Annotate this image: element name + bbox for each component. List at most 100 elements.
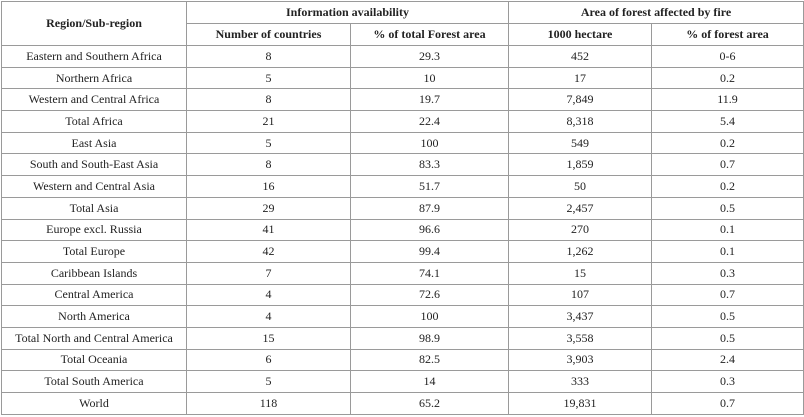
value-cell: 0.5 — [651, 305, 804, 328]
value-cell: 4 — [186, 305, 351, 328]
value-cell: 99.4 — [349, 240, 510, 263]
value-cell: 118 — [186, 392, 351, 415]
table-header: Region/Sub-region Information availabili… — [1, 1, 804, 46]
value-cell: 1,859 — [508, 153, 653, 177]
value-cell: 0.5 — [651, 326, 804, 350]
region-cell: Western and Central Africa — [1, 88, 187, 112]
table-row: Total North and Central America 15 98.9 3,5… — [1, 326, 804, 350]
value-cell: 270 — [508, 218, 653, 242]
value-cell: 8,318 — [508, 110, 653, 133]
region-cell: Total Asia — [1, 196, 187, 220]
value-cell: 3,903 — [508, 348, 653, 372]
table-row: South and South-East Asia 8 83.3 1,859 0.7 — [1, 153, 804, 177]
value-cell: 11.9 — [651, 88, 804, 112]
value-cell: 7 — [186, 261, 351, 285]
value-cell: 0-6 — [651, 45, 804, 68]
region-cell: Total Oceania — [1, 348, 187, 372]
table-row: Total Oceania 6 82.5 3,903 2.4 — [1, 348, 804, 372]
header-row: Number of countries % of total Forest ar… — [2, 23, 804, 46]
value-cell: 100 — [349, 131, 510, 155]
value-cell: 4 — [186, 283, 351, 307]
value-cell: 14 — [349, 370, 510, 393]
value-cell: 0.2 — [651, 66, 804, 90]
value-cell: 0.2 — [651, 175, 804, 198]
header-cell: Number of countries — [186, 23, 351, 46]
table-row: Total South America 5 14 333 0.3 — [1, 370, 804, 393]
region-cell: Total Europe — [1, 240, 187, 263]
table-body: Eastern and Southern Africa 8 29.3 452 0-6 No… — [1, 45, 804, 415]
value-cell: 5 — [186, 131, 351, 155]
table-row: World 118 65.2 19,831 0.7 — [1, 392, 804, 415]
region-cell: Western and Central Asia — [1, 175, 187, 198]
table-row: Western and Central Africa 8 19.7 7,849 11.9 — [1, 88, 804, 112]
value-cell: 19,831 — [508, 392, 653, 415]
table-row: Central America 4 72.6 107 0.7 — [1, 283, 804, 307]
value-cell: 2,457 — [508, 196, 653, 220]
value-cell: 0.1 — [651, 240, 804, 263]
value-cell: 96.6 — [349, 218, 510, 242]
table-row: Caribbean Islands 7 74.1 15 0.3 — [1, 261, 804, 285]
header-cell: 1000 hectare — [508, 23, 653, 46]
table-row: Total Africa 21 22.4 8,318 5.4 — [1, 110, 804, 133]
value-cell: 51.7 — [349, 175, 510, 198]
value-cell: 22.4 — [349, 110, 510, 133]
region-cell: Total South America — [1, 370, 187, 393]
value-cell: 16 — [186, 175, 351, 198]
value-cell: 19.7 — [349, 88, 510, 112]
value-cell: 15 — [508, 261, 653, 285]
value-cell: 8 — [186, 88, 351, 112]
table-row: Northern Africa 5 10 17 0.2 — [1, 66, 804, 90]
region-cell: World — [1, 392, 187, 415]
value-cell: 74.1 — [349, 261, 510, 285]
region-cell: Northern Africa — [1, 66, 187, 90]
value-cell: 29 — [186, 196, 351, 220]
header-cell: Area of forest affected by fire — [508, 1, 804, 24]
value-cell: 6 — [186, 348, 351, 372]
header-cell: % of forest area — [651, 23, 804, 46]
value-cell: 333 — [508, 370, 653, 393]
header-cell: Information availability — [185, 1, 510, 24]
value-cell: 7,849 — [508, 88, 653, 112]
value-cell: 42 — [186, 240, 351, 263]
value-cell: 0.3 — [651, 261, 804, 285]
header-cell: % of total Forest area — [349, 23, 510, 46]
value-cell: 82.5 — [349, 348, 510, 372]
region-cell: Total Africa — [1, 110, 187, 133]
region-cell: Caribbean Islands — [1, 261, 187, 285]
value-cell: 98.9 — [349, 326, 510, 350]
header-row: Region/Sub-region Information availabili… — [1, 1, 804, 46]
value-cell: 0.3 — [651, 370, 804, 393]
value-cell: 2.4 — [651, 348, 804, 372]
value-cell: 5 — [186, 66, 351, 90]
region-cell: Total North and Central America — [1, 326, 187, 350]
table-row: Total Asia 29 87.9 2,457 0.5 — [1, 196, 804, 220]
value-cell: 3,558 — [508, 326, 653, 350]
header-cell: Region/Sub-region — [1, 1, 187, 46]
value-cell: 8 — [186, 153, 351, 177]
value-cell: 107 — [508, 283, 653, 307]
value-cell: 0.7 — [651, 392, 804, 415]
value-cell: 21 — [186, 110, 351, 133]
region-cell: East Asia — [1, 131, 187, 155]
table-row: Total Europe 42 99.4 1,262 0.1 — [1, 240, 804, 263]
value-cell: 41 — [186, 218, 351, 242]
value-cell: 3,437 — [508, 305, 653, 328]
value-cell: 0.2 — [651, 131, 804, 155]
table-row: North America 4 100 3,437 0.5 — [1, 305, 804, 328]
value-cell: 452 — [508, 45, 653, 68]
value-cell: 83.3 — [349, 153, 510, 177]
value-cell: 17 — [508, 66, 653, 90]
value-cell: 72.6 — [349, 283, 510, 307]
value-cell: 50 — [508, 175, 653, 198]
table-row: East Asia 5 100 549 0.2 — [1, 131, 804, 155]
value-cell: 0.1 — [651, 218, 804, 242]
value-cell: 0.7 — [651, 153, 804, 177]
table-row: Europe excl. Russia 41 96.6 270 0.1 — [1, 218, 804, 242]
value-cell: 10 — [349, 66, 510, 90]
value-cell: 0.5 — [651, 196, 804, 220]
value-cell: 549 — [508, 131, 653, 155]
value-cell: 65.2 — [349, 392, 510, 415]
region-cell: Europe excl. Russia — [1, 218, 187, 242]
